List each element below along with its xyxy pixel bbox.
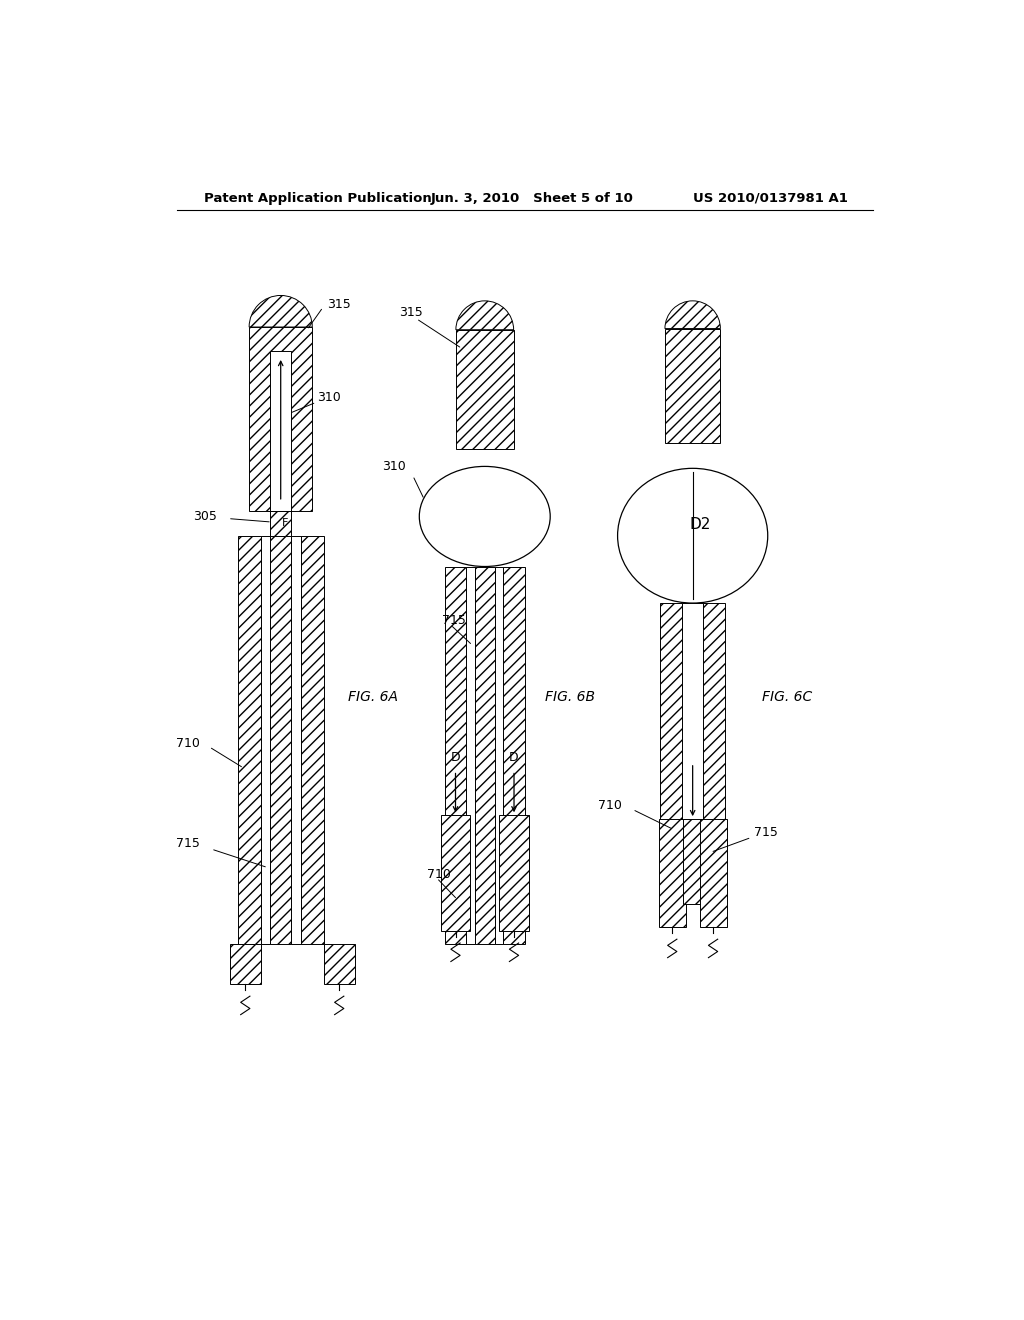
Bar bbox=[301, 536, 324, 944]
Text: FIG. 6C: FIG. 6C bbox=[762, 690, 812, 705]
Ellipse shape bbox=[419, 466, 550, 566]
Bar bbox=[456, 330, 514, 449]
Wedge shape bbox=[249, 296, 312, 327]
Bar bbox=[682, 603, 703, 829]
Text: F: F bbox=[283, 519, 289, 528]
Bar bbox=[658, 818, 686, 927]
Bar bbox=[469, 487, 500, 545]
Text: 710: 710 bbox=[176, 737, 200, 750]
Bar bbox=[270, 351, 292, 511]
Text: Jun. 3, 2010   Sheet 5 of 10: Jun. 3, 2010 Sheet 5 of 10 bbox=[431, 191, 634, 205]
Ellipse shape bbox=[617, 469, 768, 603]
Text: 310: 310 bbox=[383, 459, 407, 473]
Text: 715: 715 bbox=[176, 837, 200, 850]
Bar bbox=[699, 818, 727, 927]
Bar bbox=[475, 566, 495, 944]
Text: 315: 315 bbox=[399, 306, 423, 319]
Bar bbox=[683, 818, 701, 904]
Text: 305: 305 bbox=[193, 510, 217, 523]
Bar bbox=[324, 944, 354, 983]
Text: 715: 715 bbox=[755, 825, 778, 838]
Text: 710: 710 bbox=[598, 799, 622, 812]
Text: US 2010/0137981 A1: US 2010/0137981 A1 bbox=[692, 191, 848, 205]
Bar bbox=[660, 603, 682, 829]
Text: FIG. 6A: FIG. 6A bbox=[348, 690, 398, 705]
Text: D: D bbox=[509, 751, 519, 764]
Bar bbox=[292, 536, 301, 944]
Bar bbox=[503, 566, 524, 944]
Wedge shape bbox=[456, 301, 514, 330]
Bar bbox=[665, 329, 720, 444]
Text: 315: 315 bbox=[327, 298, 350, 312]
Bar bbox=[230, 944, 261, 983]
Text: Patent Application Publication: Patent Application Publication bbox=[204, 191, 431, 205]
Bar bbox=[270, 536, 292, 944]
Text: D2: D2 bbox=[690, 516, 711, 532]
Bar bbox=[238, 536, 261, 944]
Bar bbox=[270, 511, 292, 536]
Wedge shape bbox=[665, 301, 720, 329]
Bar bbox=[444, 566, 466, 944]
Bar bbox=[441, 816, 470, 931]
Text: D: D bbox=[451, 751, 461, 764]
Bar bbox=[500, 816, 528, 931]
Bar bbox=[466, 566, 475, 944]
Text: FIG. 6B: FIG. 6B bbox=[545, 690, 595, 705]
Text: 715: 715 bbox=[442, 614, 466, 627]
Text: 710: 710 bbox=[427, 869, 451, 880]
Text: 310: 310 bbox=[316, 391, 341, 404]
Bar bbox=[495, 566, 503, 944]
Bar bbox=[261, 536, 270, 944]
Bar bbox=[703, 603, 725, 829]
Bar bbox=[249, 327, 312, 511]
